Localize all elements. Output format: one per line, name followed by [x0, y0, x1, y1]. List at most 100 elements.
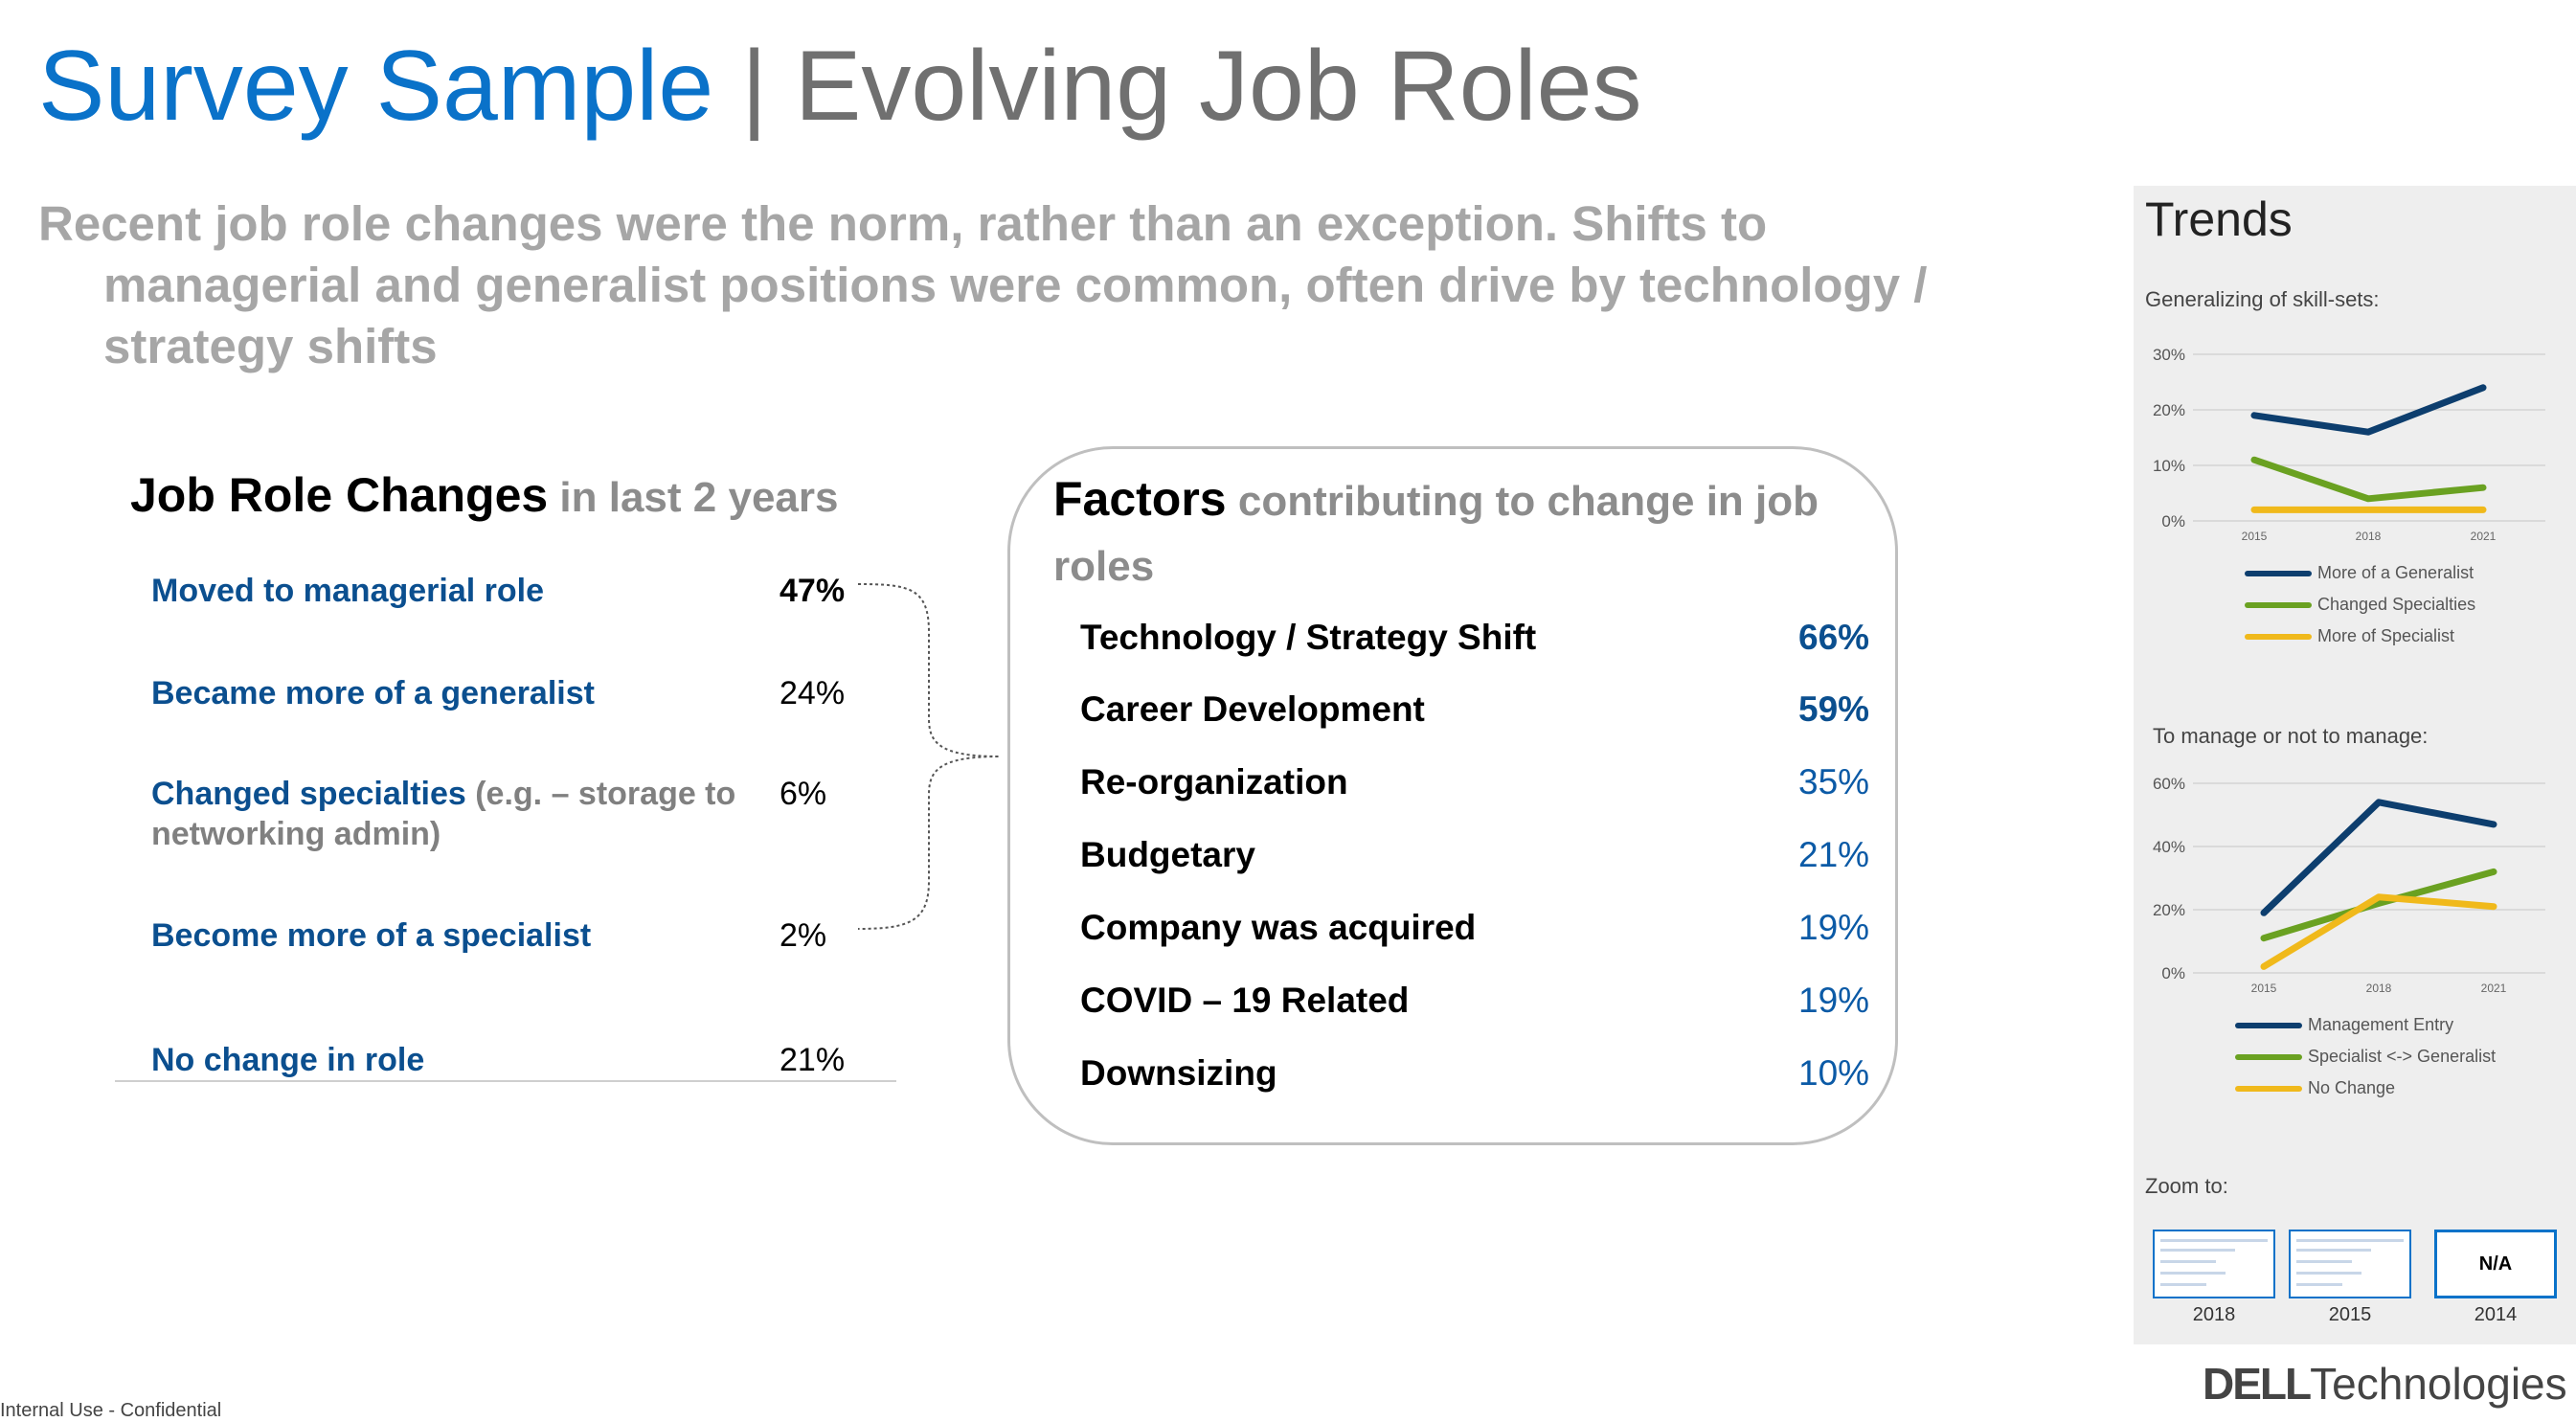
y-tick-label: 0%: [2161, 512, 2185, 530]
job-role-item-value: 47%: [780, 573, 846, 609]
legend-label: No Change: [2308, 1078, 2396, 1097]
factor-value: 10%: [1798, 1053, 1870, 1093]
legend-item: More of Specialist: [2245, 626, 2475, 646]
legend-label: Specialist <-> Generalist: [2308, 1047, 2497, 1066]
factor-label: Company was acquired: [1080, 908, 1477, 947]
logo-technologies: Technologies: [2310, 1359, 2567, 1409]
legend-label: Management Entry: [2308, 1015, 2454, 1034]
zoom-thumb-year: 2015: [2328, 1304, 2372, 1325]
job-role-item-label: Changed specialties (e.g. – storage to n…: [151, 774, 764, 854]
job-role-item-value: 6%: [780, 776, 827, 812]
factor-value: 19%: [1798, 981, 1870, 1020]
manage-chart: 0% 20% 40% 60% 2015 2018 2021: [2153, 775, 2545, 995]
subtitle-line-1: Recent job role changes were the norm, r…: [38, 196, 1768, 251]
factor-label: Career Development: [1080, 689, 1425, 729]
job-role-item-label: No change in role: [151, 1040, 745, 1080]
factors-subtitle: contributing to change in job roles: [1053, 478, 1819, 590]
factor-label: Budgetary: [1080, 835, 1255, 874]
legend-item: Management Entry: [2235, 1015, 2496, 1035]
x-tick-label: 2021: [2471, 530, 2497, 543]
y-tick-label: 20%: [2153, 401, 2185, 419]
factor-label: Technology / Strategy Shift: [1080, 618, 1537, 657]
series-line: [2250, 456, 2487, 503]
zoom-thumb-2014[interactable]: N/A: [2434, 1230, 2557, 1298]
factors-heading: Factors contributing to change in job ro…: [1053, 471, 1858, 604]
series-line: [2260, 868, 2497, 942]
series-line: [2260, 799, 2497, 916]
factors-title: Factors: [1053, 472, 1227, 526]
factor-value: 59%: [1798, 689, 1870, 729]
job-role-item-label: Moved to managerial role: [151, 571, 745, 611]
brace-connector: [857, 583, 1001, 930]
subtitle-line-2: managerial and generalist positions were…: [103, 258, 1928, 312]
factor-value: 19%: [1798, 908, 1870, 947]
job-role-item-text: Moved to managerial role: [151, 573, 544, 609]
trends-panel: [2134, 186, 2576, 1344]
title-main: Survey Sample: [38, 31, 714, 142]
legend-label: Changed Specialties: [2317, 595, 2476, 614]
factors-panel: [1007, 446, 1898, 1145]
zoom-thumb-year: 2018: [2192, 1304, 2236, 1325]
job-role-item-value: 21%: [780, 1042, 846, 1078]
factor-value: 66%: [1798, 618, 1870, 657]
legend-item: Specialist <-> Generalist: [2235, 1047, 2496, 1067]
title-separator: |: [713, 31, 796, 142]
legend-swatch: [2235, 1054, 2302, 1061]
logo-dell: DELL: [2203, 1359, 2312, 1409]
y-tick-label: 10%: [2153, 457, 2185, 475]
title-secondary: Evolving Job Roles: [795, 31, 1642, 142]
legend-swatch: [2235, 1023, 2302, 1029]
legend-swatch: [2235, 1086, 2302, 1093]
job-role-changes-title: Job Role Changes: [130, 468, 549, 522]
x-tick-label: 2015: [2251, 982, 2277, 995]
legend-swatch: [2245, 571, 2312, 577]
trends-title: Trends: [2145, 192, 2293, 246]
legend-item: Changed Specialties: [2245, 595, 2475, 615]
y-tick-label: 0%: [2161, 964, 2185, 982]
legend-label: More of a Generalist: [2317, 563, 2474, 582]
footer-confidential: Internal Use - Confidential: [0, 1400, 222, 1421]
subtitle-line-3: strategy shifts: [103, 319, 438, 373]
factor-value: 21%: [1798, 835, 1870, 874]
factor-label: Downsizing: [1080, 1053, 1277, 1093]
subtitle: Recent job role changes were the norm, r…: [38, 193, 2011, 377]
x-tick-label: 2018: [2356, 530, 2382, 543]
legend-item: More of a Generalist: [2245, 563, 2475, 583]
job-role-item-text: Become more of a specialist: [151, 917, 592, 954]
zoom-thumb-2015[interactable]: [2289, 1230, 2411, 1298]
zoom-thumb-2018[interactable]: [2153, 1230, 2275, 1298]
series-line: [2250, 384, 2487, 436]
zoom-thumb-na-text: N/A: [2478, 1253, 2513, 1275]
chart-1-legend: More of a Generalist Changed Specialties…: [2245, 563, 2475, 646]
legend-swatch: [2245, 634, 2312, 641]
zoom-thumb-year: 2014: [2474, 1304, 2518, 1325]
chart-1-title: Generalizing of skill-sets:: [2145, 287, 2380, 311]
chart-2-legend: Management Entry Specialist <-> Generali…: [2235, 1015, 2496, 1098]
y-tick-label: 60%: [2153, 775, 2185, 793]
y-tick-label: 40%: [2153, 838, 2185, 856]
job-role-item-text: Became more of a generalist: [151, 675, 595, 711]
job-role-divider: [115, 1080, 896, 1082]
factor-label: COVID – 19 Related: [1080, 981, 1410, 1020]
job-role-item-value: 24%: [780, 675, 846, 711]
job-role-changes-subtitle: in last 2 years: [548, 474, 839, 521]
legend-swatch: [2245, 602, 2312, 609]
x-tick-label: 2015: [2242, 530, 2268, 543]
zoom-label: Zoom to:: [2145, 1174, 2228, 1198]
job-role-item-note: (e.g. – storage to networking admin): [151, 776, 736, 852]
x-tick-label: 2021: [2481, 982, 2507, 995]
legend-item: No Change: [2235, 1078, 2496, 1098]
factor-label: Re-organization: [1080, 762, 1348, 801]
job-role-changes-heading: Job Role Changes in last 2 years: [130, 467, 838, 523]
generalizing-chart: 0% 10% 20% 30% 2015 2018 2021: [2153, 346, 2545, 543]
y-tick-label: 20%: [2153, 901, 2185, 919]
factor-value: 35%: [1798, 762, 1870, 801]
series-line: [2260, 893, 2497, 970]
chart-2-title: To manage or not to manage:: [2153, 724, 2429, 748]
job-role-item-text: Changed specialties: [151, 776, 466, 812]
job-role-item-label: Become more of a specialist: [151, 915, 745, 956]
job-role-item-label: Became more of a generalist: [151, 673, 745, 713]
x-tick-label: 2018: [2366, 982, 2392, 995]
dell-technologies-logo: DELLTechnologies: [2203, 1358, 2567, 1410]
legend-label: More of Specialist: [2317, 626, 2455, 645]
